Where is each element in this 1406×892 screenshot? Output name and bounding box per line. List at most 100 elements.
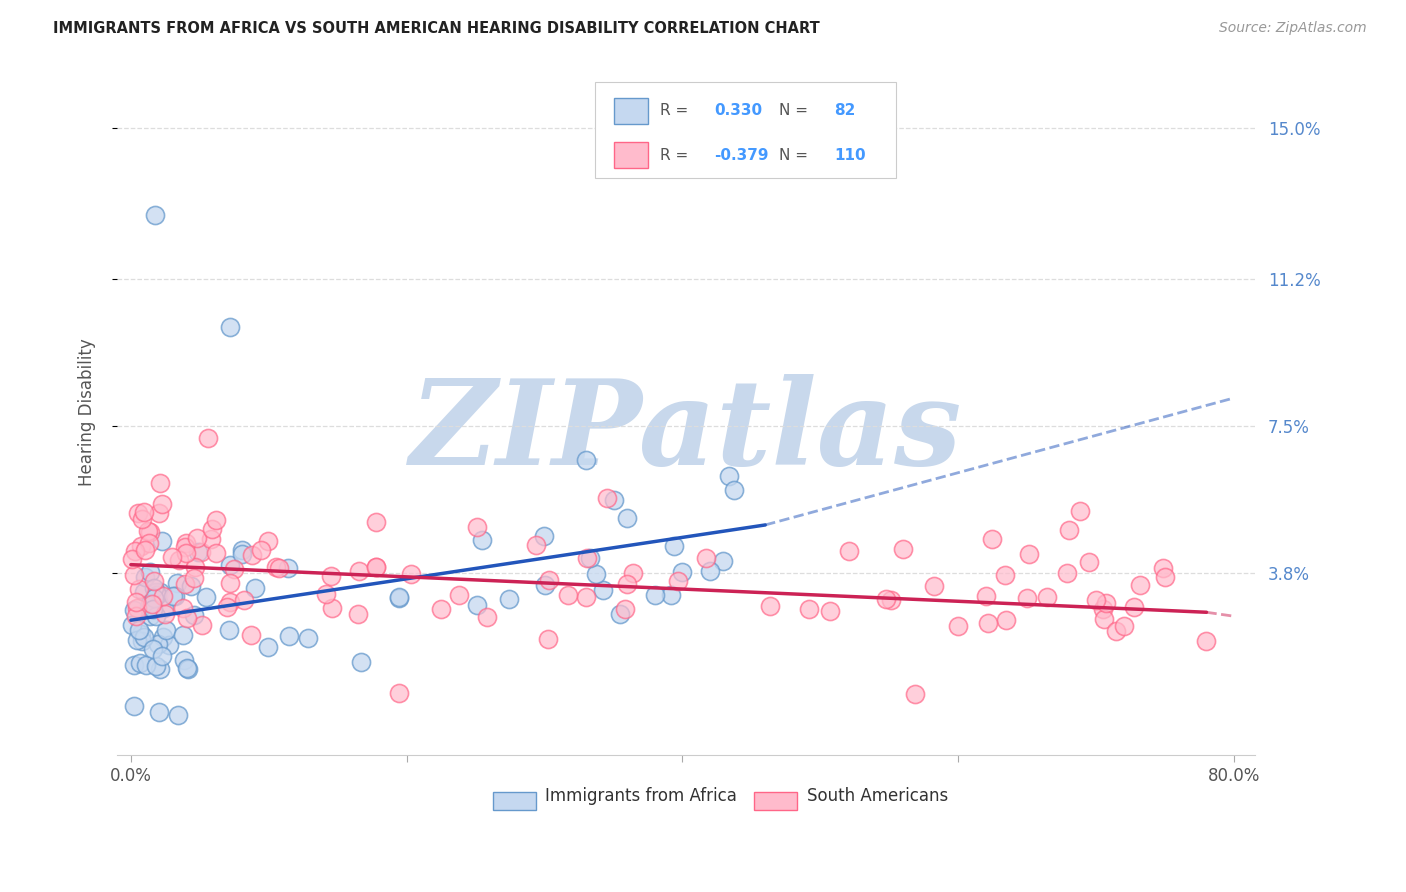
Point xyxy=(644,588,666,602)
Point xyxy=(524,538,547,552)
Point xyxy=(148,705,170,719)
Point xyxy=(1018,547,1040,561)
Point xyxy=(176,661,198,675)
Point xyxy=(157,638,180,652)
Point xyxy=(948,618,970,632)
Point xyxy=(180,579,202,593)
Point xyxy=(575,453,598,467)
Point xyxy=(875,591,897,606)
Point xyxy=(139,608,162,623)
Point xyxy=(138,565,160,579)
Point xyxy=(585,566,607,581)
Point xyxy=(231,547,253,561)
Point xyxy=(131,512,153,526)
Point xyxy=(695,550,717,565)
Text: -0.379: -0.379 xyxy=(714,148,769,163)
Point xyxy=(138,600,160,615)
Point xyxy=(200,532,222,546)
Point xyxy=(143,208,166,222)
Point xyxy=(125,632,148,647)
Point xyxy=(537,632,560,647)
Point xyxy=(659,588,682,602)
Point xyxy=(347,565,370,579)
Point xyxy=(387,686,409,700)
Text: South Americans: South Americans xyxy=(807,787,948,805)
Point xyxy=(350,655,373,669)
Point xyxy=(818,604,841,618)
Point xyxy=(186,531,208,545)
Text: R =: R = xyxy=(659,148,693,163)
Point xyxy=(1069,504,1091,518)
Point xyxy=(557,588,579,602)
FancyBboxPatch shape xyxy=(614,142,648,169)
Point xyxy=(150,533,173,548)
Point xyxy=(388,591,411,605)
Point xyxy=(134,570,156,584)
Point xyxy=(134,630,156,644)
Point xyxy=(277,561,299,575)
Point xyxy=(142,641,165,656)
Point xyxy=(575,590,598,604)
Point xyxy=(219,319,242,334)
Point xyxy=(149,475,172,490)
Point xyxy=(205,546,228,560)
Point xyxy=(240,628,263,642)
Point xyxy=(131,633,153,648)
Point xyxy=(315,586,337,600)
Point xyxy=(430,602,453,616)
Point xyxy=(132,585,155,599)
Point xyxy=(723,483,745,497)
Point xyxy=(240,549,263,563)
Point xyxy=(364,560,387,574)
Point xyxy=(250,543,273,558)
Point xyxy=(121,551,143,566)
Point xyxy=(671,566,693,580)
Point xyxy=(699,564,721,578)
Point xyxy=(1195,633,1218,648)
Point xyxy=(148,506,170,520)
Point xyxy=(904,687,927,701)
Point xyxy=(122,568,145,582)
Point xyxy=(1017,591,1039,605)
Point xyxy=(477,610,499,624)
Point xyxy=(183,571,205,585)
Point xyxy=(150,648,173,663)
Point xyxy=(205,513,228,527)
Point xyxy=(146,637,169,651)
Text: IMMIGRANTS FROM AFRICA VS SOUTH AMERICAN HEARING DISABILITY CORRELATION CHART: IMMIGRANTS FROM AFRICA VS SOUTH AMERICAN… xyxy=(53,21,820,37)
Point xyxy=(135,658,157,673)
Point xyxy=(321,600,343,615)
Point xyxy=(609,607,631,621)
Point xyxy=(129,656,152,670)
Point xyxy=(139,597,162,611)
Point xyxy=(141,597,163,611)
Point xyxy=(152,589,174,603)
FancyBboxPatch shape xyxy=(492,792,536,810)
Point xyxy=(146,588,169,602)
Point xyxy=(166,576,188,591)
Point xyxy=(149,662,172,676)
Point xyxy=(218,623,240,637)
Text: N =: N = xyxy=(779,103,813,118)
Point xyxy=(145,658,167,673)
Point xyxy=(1122,599,1144,614)
Point xyxy=(1129,577,1152,591)
Point xyxy=(162,589,184,603)
Text: N =: N = xyxy=(779,148,813,163)
Point xyxy=(201,522,224,536)
Point xyxy=(173,577,195,591)
Point xyxy=(219,576,242,591)
Point xyxy=(191,618,214,632)
Point xyxy=(1091,602,1114,616)
Point xyxy=(257,640,280,654)
Point xyxy=(575,550,598,565)
Text: Immigrants from Africa: Immigrants from Africa xyxy=(546,787,737,805)
Point xyxy=(1057,523,1080,537)
Point xyxy=(177,662,200,676)
Point xyxy=(122,657,145,672)
Y-axis label: Hearing Disability: Hearing Disability xyxy=(79,338,96,486)
Point xyxy=(1077,556,1099,570)
Point xyxy=(1092,612,1115,626)
Point xyxy=(124,608,146,623)
Point xyxy=(613,601,636,615)
